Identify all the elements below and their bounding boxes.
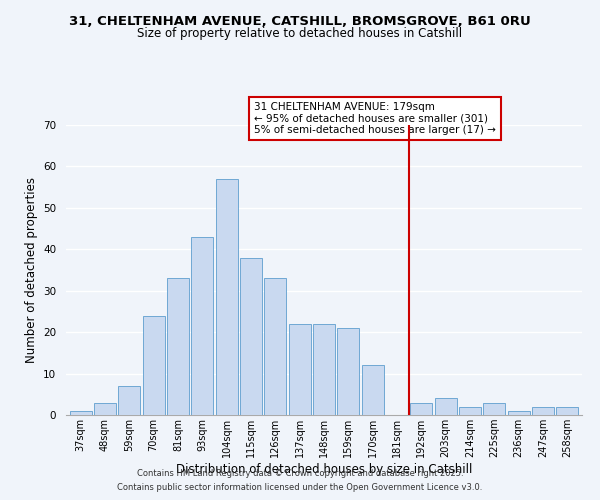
Text: Size of property relative to detached houses in Catshill: Size of property relative to detached ho… <box>137 28 463 40</box>
Bar <box>410 402 433 415</box>
Bar <box>508 411 530 415</box>
Bar <box>313 324 335 415</box>
Bar <box>556 406 578 415</box>
Y-axis label: Number of detached properties: Number of detached properties <box>25 177 38 363</box>
Bar <box>289 324 311 415</box>
Bar <box>532 406 554 415</box>
Bar <box>215 179 238 415</box>
Bar <box>118 386 140 415</box>
Bar <box>265 278 286 415</box>
Bar <box>459 406 481 415</box>
Text: Contains HM Land Registry data © Crown copyright and database right 2025.: Contains HM Land Registry data © Crown c… <box>137 468 463 477</box>
Bar <box>362 366 383 415</box>
Text: Contains public sector information licensed under the Open Government Licence v3: Contains public sector information licen… <box>118 484 482 492</box>
Bar <box>143 316 164 415</box>
Bar <box>240 258 262 415</box>
Bar <box>191 237 213 415</box>
Bar <box>167 278 189 415</box>
Bar <box>94 402 116 415</box>
Bar <box>484 402 505 415</box>
X-axis label: Distribution of detached houses by size in Catshill: Distribution of detached houses by size … <box>176 463 472 476</box>
Text: 31, CHELTENHAM AVENUE, CATSHILL, BROMSGROVE, B61 0RU: 31, CHELTENHAM AVENUE, CATSHILL, BROMSGR… <box>69 15 531 28</box>
Text: 31 CHELTENHAM AVENUE: 179sqm
← 95% of detached houses are smaller (301)
5% of se: 31 CHELTENHAM AVENUE: 179sqm ← 95% of de… <box>254 102 496 135</box>
Bar <box>337 328 359 415</box>
Bar <box>70 411 92 415</box>
Bar <box>435 398 457 415</box>
